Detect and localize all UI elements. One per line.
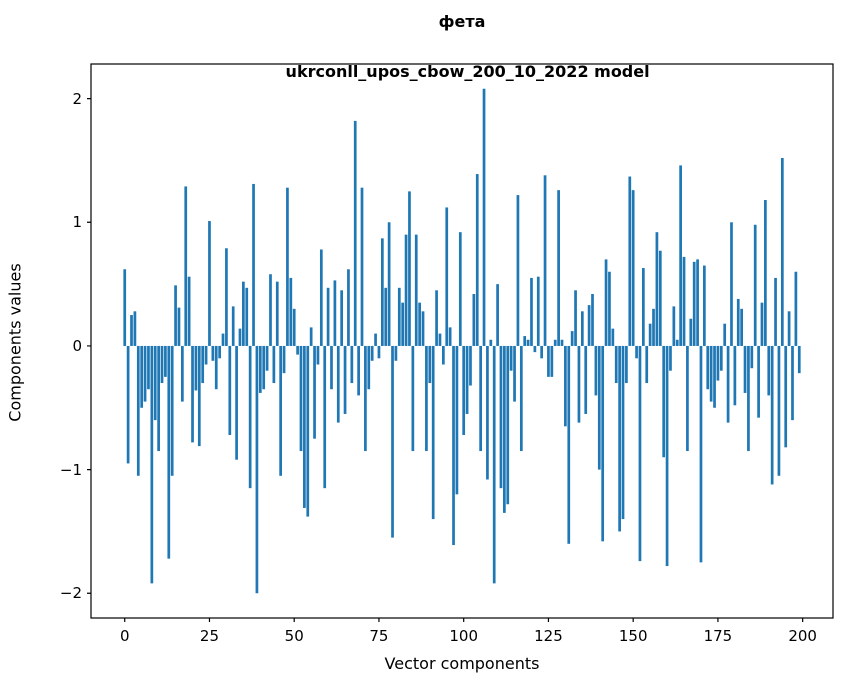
x-tick-label: 25 <box>199 627 220 645</box>
x-tick-label: 100 <box>449 627 479 645</box>
x-tick-label: 75 <box>369 627 389 645</box>
x-tick-label: 150 <box>618 627 648 645</box>
y-tick-label: −2 <box>59 584 82 603</box>
y-tick-label: −1 <box>59 460 82 479</box>
y-tick-label: 0 <box>72 336 82 355</box>
x-tick-label: 50 <box>284 627 304 645</box>
x-tick-label: 175 <box>703 627 733 645</box>
chart-title-line1: фета <box>438 12 486 31</box>
y-tick-label: 2 <box>72 89 82 108</box>
x-axis-label: Vector components <box>384 654 540 673</box>
x-tick-label: 200 <box>788 627 817 645</box>
x-tick-label: 125 <box>534 627 563 645</box>
x-tick-label: 0 <box>119 627 130 645</box>
chart-title: фета ukrconll_upos_cbow_200_10_2022 mode… <box>91 9 833 84</box>
y-tick-label: 1 <box>72 213 82 232</box>
chart-title-line2: ukrconll_upos_cbow_200_10_2022 model <box>285 62 650 81</box>
